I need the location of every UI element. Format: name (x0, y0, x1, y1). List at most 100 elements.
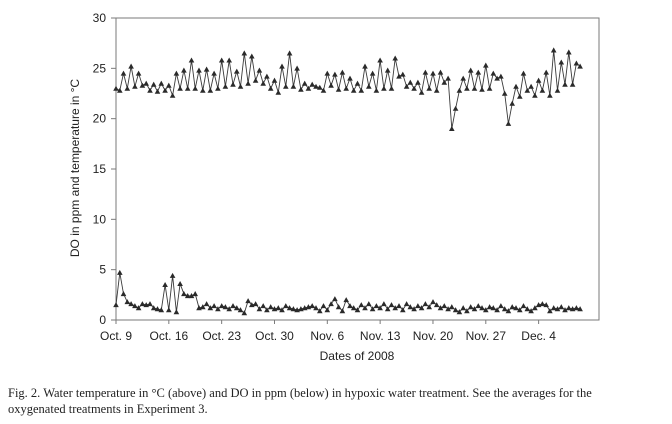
data-point-temperature (475, 69, 482, 75)
plot-frame (115, 17, 600, 321)
data-point-temperature (181, 67, 187, 73)
data-point-temperature (267, 85, 274, 91)
x-tick-label: Oct. 9 (100, 329, 132, 343)
data-point-do (245, 298, 251, 304)
x-tick-label: Nov. 13 (360, 329, 401, 343)
data-point-do (407, 304, 414, 310)
data-point-temperature (543, 69, 549, 75)
data-point-do (547, 308, 553, 314)
data-point-do (396, 303, 402, 309)
data-point-do (347, 303, 353, 309)
data-point-do (494, 307, 500, 313)
data-point-temperature (320, 87, 327, 93)
data-point-temperature (332, 71, 338, 77)
y-axis: 0 5 10 15 20 25 30 (93, 11, 116, 327)
data-point-temperature (430, 70, 436, 76)
data-point-temperature (343, 85, 349, 91)
data-point-do (283, 303, 289, 309)
data-point-temperature (158, 80, 165, 86)
data-point-temperature (400, 71, 406, 77)
data-point-temperature (554, 87, 561, 93)
data-point-do (550, 305, 557, 311)
data-point-do (222, 304, 229, 310)
data-point-temperature (135, 70, 142, 76)
x-axis-title: Dates of 2008 (320, 349, 395, 363)
data-point-do (354, 307, 361, 313)
data-point-do (313, 305, 319, 311)
x-tick-label: Nov. 20 (413, 329, 454, 343)
data-point-temperature (139, 82, 146, 88)
series-line-temperature (115, 50, 581, 129)
data-point-temperature (490, 70, 497, 76)
data-point-do (181, 291, 187, 297)
data-point-do (501, 306, 508, 312)
data-point-do (437, 305, 444, 311)
data-point-temperature (324, 70, 331, 76)
data-point-do (215, 306, 221, 312)
data-point-temperature (422, 69, 429, 75)
data-point-do (132, 303, 138, 309)
data-point-temperature (415, 79, 421, 85)
data-point-do (188, 293, 195, 299)
data-point-do (543, 302, 549, 308)
data-point-temperature (162, 87, 168, 93)
data-point-temperature (177, 85, 183, 91)
data-point-temperature (124, 85, 131, 91)
data-point-do (524, 306, 531, 312)
data-point-temperature (464, 85, 470, 91)
data-point-do (128, 301, 134, 307)
data-point-do (332, 296, 338, 302)
data-point-temperature (426, 85, 432, 91)
data-point-do (418, 305, 425, 311)
data-point-temperature (445, 75, 451, 81)
data-point-do (411, 306, 417, 312)
data-point-do (456, 309, 463, 315)
data-point-temperature (498, 73, 504, 79)
data-point-temperature (294, 65, 300, 71)
data-point-temperature (328, 82, 334, 88)
data-point-temperature (117, 87, 123, 93)
data-point-temperature (433, 87, 440, 93)
data-point-do (339, 308, 346, 314)
data-point-temperature (573, 60, 580, 66)
data-point-temperature (264, 73, 270, 79)
data-point-do (256, 306, 263, 312)
data-point-temperature (215, 85, 221, 91)
data-point-do (362, 305, 368, 311)
data-point-temperature (249, 53, 255, 59)
data-point-temperature (354, 80, 361, 86)
data-point-do (237, 307, 244, 313)
data-point-do (117, 269, 123, 275)
data-point-do (452, 307, 459, 313)
data-point-temperature (456, 87, 463, 93)
data-point-do (577, 306, 583, 312)
data-point-temperature (237, 83, 244, 89)
data-point-temperature (411, 85, 417, 91)
data-point-temperature (313, 83, 319, 89)
data-point-temperature (222, 83, 229, 89)
data-point-temperature (524, 87, 531, 93)
data-point-temperature (298, 86, 304, 92)
data-point-do (445, 306, 451, 312)
data-point-do (211, 303, 217, 309)
data-point-do (147, 301, 153, 307)
data-point-temperature (339, 69, 346, 75)
data-point-temperature (494, 75, 500, 81)
data-point-temperature (184, 85, 191, 91)
y-tick-label: 0 (99, 313, 106, 327)
data-point-temperature (128, 63, 134, 69)
data-point-temperature (460, 75, 466, 81)
x-tick-label: Oct. 30 (255, 329, 294, 343)
data-point-temperature (196, 67, 202, 73)
data-point-temperature (143, 80, 149, 86)
data-point-temperature (577, 63, 583, 69)
data-point-temperature (373, 87, 380, 93)
data-point-do (509, 304, 515, 310)
plot-border (115, 17, 600, 321)
data-point-temperature (132, 83, 138, 89)
data-point-temperature (305, 85, 312, 91)
data-point-temperature (449, 125, 455, 131)
data-point-do (207, 305, 214, 311)
data-point-do (483, 307, 489, 313)
data-point-temperature (120, 70, 127, 76)
